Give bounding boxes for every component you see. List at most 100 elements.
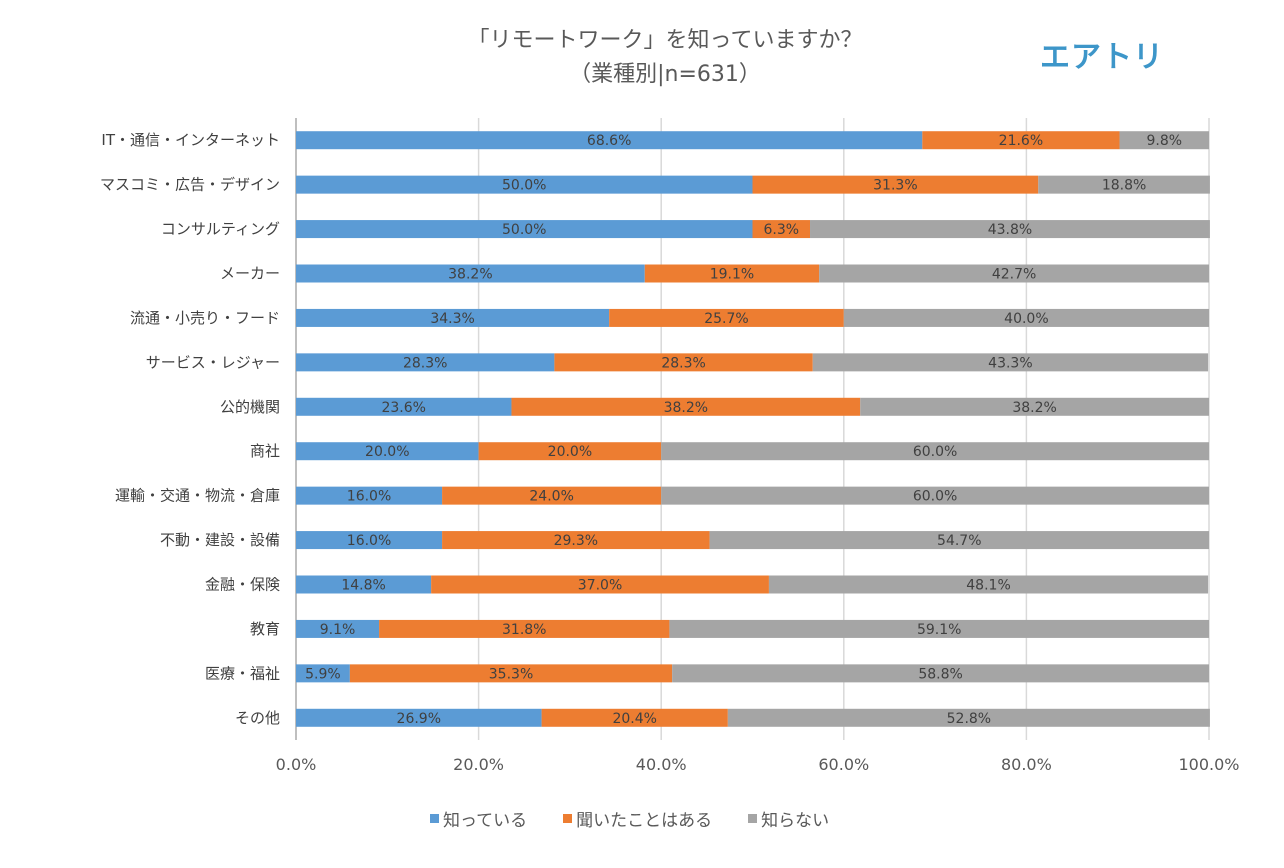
bar-segment bbox=[296, 397, 512, 416]
bar-segment bbox=[812, 353, 1209, 372]
data-label: 43.3% bbox=[988, 355, 1032, 371]
legend-label: 知っている bbox=[443, 811, 528, 831]
bar-segment bbox=[431, 575, 769, 594]
category-label: 不動・建設・設備 bbox=[160, 531, 280, 549]
bar-segment bbox=[442, 531, 710, 550]
data-label: 21.6% bbox=[999, 133, 1043, 149]
bar-segment bbox=[922, 131, 1120, 150]
bar-segment bbox=[296, 264, 645, 283]
data-label: 28.3% bbox=[403, 355, 447, 371]
data-label: 19.1% bbox=[710, 267, 754, 283]
data-label: 28.3% bbox=[661, 355, 705, 371]
bar-segment bbox=[296, 708, 542, 727]
data-label: 29.3% bbox=[554, 533, 598, 549]
bar-segment bbox=[296, 131, 923, 150]
category-label: 公的機関 bbox=[220, 398, 280, 416]
bar-segment bbox=[296, 175, 753, 194]
bar-segment bbox=[752, 175, 1039, 194]
category-label: コンサルティング bbox=[161, 220, 280, 238]
category-label: 商社 bbox=[250, 442, 280, 460]
x-tick-label: 60.0% bbox=[818, 755, 869, 774]
bar-segment bbox=[1038, 175, 1210, 194]
data-label: 40.0% bbox=[1004, 311, 1048, 327]
bar-segment bbox=[752, 220, 811, 239]
bar-segment bbox=[296, 619, 380, 638]
category-labels: IT・通信・インターネットマスコミ・広告・デザインコンサルティングメーカー流通・… bbox=[100, 131, 280, 727]
legend-label: 聞いたことはある bbox=[576, 811, 713, 831]
bar-segment bbox=[609, 308, 844, 327]
data-label: 20.0% bbox=[548, 444, 592, 460]
category-label: その他 bbox=[235, 709, 280, 727]
chart-title: 「リモートワーク」を知っていますか？ bbox=[467, 28, 863, 53]
x-tick-label: 20.0% bbox=[453, 755, 504, 774]
x-tick-label: 100.0% bbox=[1178, 755, 1239, 774]
legend-item: 聞いたことはある bbox=[563, 806, 712, 831]
category-label: サービス・レジャー bbox=[146, 353, 280, 371]
bar-segment bbox=[296, 220, 753, 239]
data-label: 35.3% bbox=[489, 666, 533, 682]
data-label: 16.0% bbox=[347, 489, 391, 505]
data-label: 25.7% bbox=[704, 311, 748, 327]
bar-segment bbox=[296, 442, 479, 461]
bar-segment bbox=[478, 442, 662, 461]
x-tick-label: 40.0% bbox=[636, 755, 687, 774]
gridlines bbox=[295, 118, 1210, 740]
chart-subtitle: （業種別|n=631） bbox=[569, 62, 761, 87]
bar-segment bbox=[349, 664, 673, 683]
data-label: 52.8% bbox=[947, 711, 991, 727]
bar-segment bbox=[1119, 131, 1209, 150]
data-label: 5.9% bbox=[305, 666, 341, 682]
category-label: 金融・保険 bbox=[205, 576, 280, 594]
data-label: 20.0% bbox=[365, 444, 409, 460]
bar-segment bbox=[709, 531, 1209, 550]
bar-segment bbox=[672, 664, 1209, 683]
bar-segment bbox=[843, 308, 1209, 327]
data-label: 18.8% bbox=[1102, 178, 1146, 194]
legend-swatch bbox=[430, 814, 439, 823]
data-label: 38.2% bbox=[1012, 400, 1056, 416]
brand-logo: エアトリ bbox=[1040, 40, 1164, 75]
data-label: 38.2% bbox=[448, 267, 492, 283]
bar-segment bbox=[296, 308, 610, 327]
bar-segment bbox=[541, 708, 728, 727]
bar-segment bbox=[296, 575, 432, 594]
data-label: 34.3% bbox=[430, 311, 474, 327]
category-label: マスコミ・広告・デザイン bbox=[100, 176, 280, 194]
bar-segment bbox=[296, 664, 350, 683]
category-label: 教育 bbox=[250, 620, 280, 638]
bars bbox=[296, 131, 1210, 727]
data-label: 26.9% bbox=[397, 711, 441, 727]
data-label: 48.1% bbox=[966, 578, 1010, 594]
bar-segment bbox=[296, 353, 555, 372]
legend-swatch bbox=[563, 814, 573, 823]
bar-segment bbox=[644, 264, 820, 283]
data-label: 50.0% bbox=[502, 178, 546, 194]
legend-swatch bbox=[748, 814, 758, 823]
data-label: 6.3% bbox=[763, 222, 799, 238]
data-label: 24.0% bbox=[529, 489, 573, 505]
bar-segment bbox=[296, 486, 443, 505]
data-label: 68.6% bbox=[587, 133, 631, 149]
data-label: 9.8% bbox=[1146, 133, 1182, 149]
bar-segment bbox=[810, 220, 1210, 239]
data-label: 60.0% bbox=[913, 489, 957, 505]
data-label: 23.6% bbox=[381, 400, 425, 416]
x-tick-label: 0.0% bbox=[276, 755, 317, 774]
category-label: 医療・福祉 bbox=[205, 664, 280, 682]
bar-segment bbox=[661, 486, 1209, 505]
bar-segment bbox=[727, 708, 1210, 727]
bar-segment bbox=[669, 619, 1209, 638]
data-label: 38.2% bbox=[664, 400, 708, 416]
data-label: 9.1% bbox=[320, 622, 356, 638]
bar-segment bbox=[819, 264, 1209, 283]
data-label: 16.0% bbox=[347, 533, 391, 549]
data-label: 37.0% bbox=[578, 578, 622, 594]
data-label: 60.0% bbox=[913, 444, 957, 460]
legend-label: 知らない bbox=[761, 811, 830, 831]
data-label: 20.4% bbox=[612, 711, 656, 727]
category-label: 運輸・交通・物流・倉庫 bbox=[115, 487, 280, 505]
x-axis-ticks: 0.0% 20.0% 40.0% 60.0% 80.0% 100.0% bbox=[276, 755, 1240, 774]
data-label: 50.0% bbox=[502, 222, 546, 238]
category-label: 流通・小売り・フード bbox=[130, 309, 280, 327]
